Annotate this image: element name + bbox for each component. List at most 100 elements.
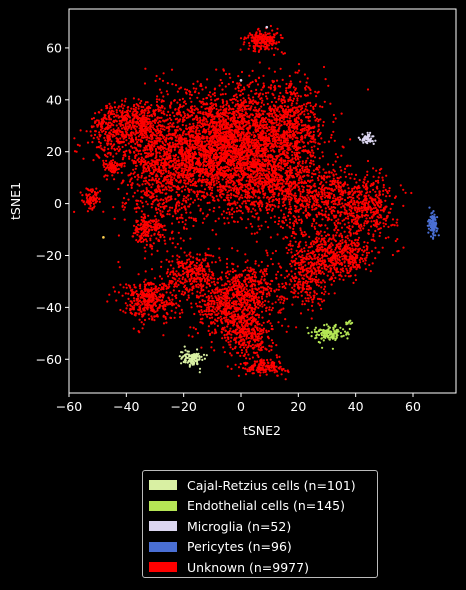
data-point <box>352 232 355 235</box>
data-point <box>185 160 188 163</box>
data-point <box>340 255 344 258</box>
data-point <box>201 119 204 122</box>
data-point <box>346 196 349 199</box>
data-point <box>215 68 218 71</box>
data-point <box>169 237 172 240</box>
data-point <box>374 246 377 249</box>
data-point <box>391 223 394 226</box>
data-point <box>180 213 183 216</box>
data-point <box>220 196 223 199</box>
data-point <box>162 110 165 113</box>
data-point <box>158 140 161 143</box>
data-point <box>165 114 169 117</box>
data-point <box>166 142 169 146</box>
data-point <box>162 199 165 202</box>
data-point <box>183 100 186 103</box>
data-point <box>153 199 156 202</box>
data-point <box>365 217 368 220</box>
data-point <box>148 137 151 140</box>
data-point <box>248 160 252 164</box>
data-point <box>188 127 191 130</box>
data-point <box>219 193 222 196</box>
data-point <box>308 198 311 201</box>
data-point <box>365 248 369 251</box>
data-point <box>384 237 387 240</box>
data-point <box>188 205 191 208</box>
data-point <box>357 208 360 211</box>
data-point <box>320 198 323 201</box>
data-point <box>302 124 305 127</box>
data-point <box>130 145 133 148</box>
data-point <box>176 217 179 220</box>
data-point <box>171 137 174 140</box>
data-point <box>330 183 333 186</box>
data-point <box>227 189 231 192</box>
data-point <box>175 179 178 182</box>
data-point <box>313 225 316 228</box>
data-point <box>113 178 116 181</box>
data-point <box>180 136 183 139</box>
data-point <box>176 129 179 132</box>
data-point <box>300 231 303 234</box>
data-point <box>176 145 179 148</box>
data-point <box>299 229 302 232</box>
data-point <box>292 227 295 230</box>
data-point <box>154 167 157 170</box>
data-point <box>344 265 347 268</box>
data-point <box>288 218 292 221</box>
data-point <box>146 101 149 104</box>
data-point <box>160 161 163 164</box>
data-point <box>382 183 385 187</box>
data-point <box>296 252 299 255</box>
data-point <box>330 206 333 209</box>
data-point <box>316 147 319 150</box>
data-point <box>176 163 179 166</box>
data-point <box>311 111 314 114</box>
data-point <box>156 190 159 193</box>
data-point <box>266 102 269 106</box>
data-point <box>290 93 293 96</box>
data-point <box>205 164 208 167</box>
data-point <box>362 181 366 184</box>
data-point <box>151 120 155 123</box>
data-point <box>328 187 331 190</box>
data-point <box>148 175 151 178</box>
data-point <box>144 101 148 104</box>
data-point <box>304 233 308 236</box>
data-point <box>325 181 328 184</box>
data-point <box>168 157 171 160</box>
data-point <box>150 197 153 200</box>
data-point <box>156 211 159 214</box>
data-point <box>340 112 343 115</box>
data-point <box>340 211 343 214</box>
data-point <box>219 93 222 96</box>
data-point <box>245 226 248 229</box>
data-point <box>377 181 380 184</box>
data-point <box>174 118 177 121</box>
data-point <box>158 98 161 101</box>
data-point <box>240 218 243 221</box>
data-point <box>317 179 320 182</box>
data-point <box>341 202 344 205</box>
data-point <box>268 125 271 129</box>
data-point <box>244 200 247 203</box>
data-point <box>313 156 317 159</box>
data-point <box>305 213 308 216</box>
data-point <box>129 178 132 181</box>
data-point <box>332 214 335 217</box>
data-point <box>321 155 325 158</box>
data-point <box>272 195 275 198</box>
data-point <box>167 161 170 164</box>
data-point <box>379 227 382 230</box>
data-point <box>147 214 150 217</box>
data-point <box>281 226 284 229</box>
data-point <box>307 206 310 209</box>
data-point <box>197 204 200 207</box>
data-point <box>273 118 276 121</box>
data-point <box>325 194 328 198</box>
data-point <box>268 200 271 203</box>
data-point <box>147 167 151 170</box>
data-point <box>308 188 311 192</box>
data-point <box>357 229 360 232</box>
